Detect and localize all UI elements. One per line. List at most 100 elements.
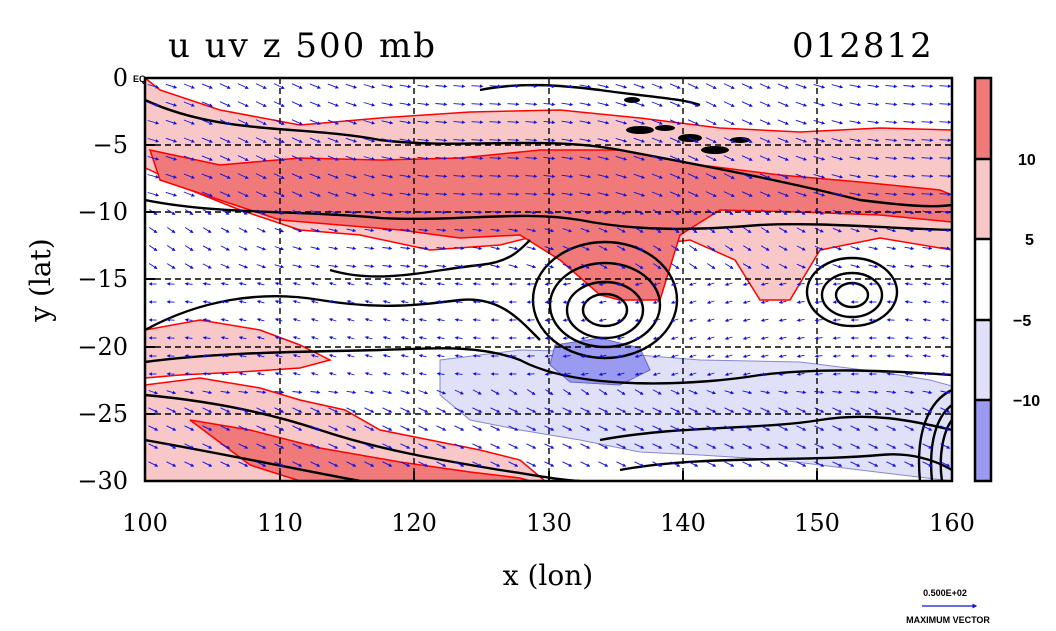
wind-vector — [598, 227, 608, 233]
wind-vector — [291, 83, 303, 89]
wind-vector — [183, 173, 195, 179]
wind-vector — [795, 83, 808, 89]
wind-vector — [327, 173, 339, 179]
wind-vector — [652, 300, 661, 304]
wind-vector — [868, 246, 879, 251]
wind-vector — [220, 282, 229, 286]
wind-vector — [580, 318, 589, 322]
wind-vector — [652, 282, 661, 286]
wind-vector — [508, 407, 519, 413]
wind-vector — [670, 209, 680, 215]
wind-vector — [201, 119, 213, 125]
x-tick-label: 150 — [794, 509, 840, 537]
contour-10 — [479, 83, 701, 107]
wind-vector — [472, 336, 481, 340]
wind-vector — [778, 282, 787, 286]
wind-vector — [256, 227, 266, 233]
wind-vector — [707, 245, 716, 252]
wind-vector — [310, 407, 321, 413]
wind-vector — [742, 390, 753, 395]
wind-vector — [688, 425, 699, 431]
wind-vector — [274, 282, 283, 286]
wind-vector — [651, 83, 663, 89]
wind-vector — [706, 300, 715, 304]
wind-vector — [345, 173, 358, 179]
wind-vector — [489, 174, 502, 178]
wind-vector — [706, 407, 717, 413]
wind-vector — [363, 102, 376, 107]
y-tick-label: −20 — [77, 333, 128, 361]
wind-vector — [796, 443, 807, 449]
wind-vector — [310, 318, 319, 322]
wind-vector — [526, 228, 537, 233]
wind-vector — [922, 336, 931, 340]
wind-vector — [940, 282, 949, 286]
wind-vector — [525, 156, 538, 160]
wind-vector — [796, 461, 807, 467]
wind-vector — [885, 156, 898, 161]
wind-vector — [849, 84, 862, 89]
y-axis-label: y (lat) — [24, 238, 57, 322]
wind-vector — [382, 354, 391, 358]
wind-vector — [831, 156, 844, 161]
wind-vector — [580, 263, 590, 269]
wind-vector — [471, 192, 484, 196]
wind-vector — [832, 264, 843, 269]
wind-vector — [165, 119, 178, 125]
wind-vector — [418, 354, 427, 358]
wind-vector — [652, 407, 663, 413]
wind-vector — [508, 443, 519, 449]
wind-vector — [760, 336, 769, 340]
wind-vector — [436, 461, 447, 467]
wind-vector — [147, 174, 160, 179]
wind-vector — [922, 372, 931, 376]
wind-vector — [921, 138, 934, 142]
wind-vector — [292, 246, 303, 251]
wind-vector — [381, 120, 394, 125]
wind-vector — [598, 300, 607, 304]
wind-vector — [184, 425, 195, 431]
wind-vector — [454, 425, 465, 431]
wind-vector — [723, 83, 735, 89]
wind-vector — [669, 155, 681, 161]
wind-vector — [652, 227, 662, 233]
wind-vector — [274, 354, 283, 358]
wind-vector — [615, 119, 628, 125]
wind-vector — [346, 336, 355, 340]
wind-vector — [597, 192, 610, 197]
wind-vector — [256, 461, 267, 467]
wind-vector — [634, 209, 644, 215]
wind-vector — [705, 155, 717, 161]
wind-vector — [670, 354, 679, 358]
wind-vector — [328, 318, 337, 322]
wind-vector — [669, 83, 681, 89]
wind-vector — [328, 425, 339, 431]
wind-vector — [580, 372, 589, 376]
wind-vector — [651, 191, 663, 197]
wind-vector — [399, 84, 412, 89]
wind-vector — [309, 191, 321, 197]
wind-vector — [147, 156, 160, 161]
wind-vector — [724, 461, 735, 467]
wind-vector — [309, 101, 321, 107]
wind-vector — [147, 138, 160, 143]
wind-vector — [796, 372, 805, 376]
wind-vector — [940, 300, 949, 304]
wind-vector — [795, 137, 808, 143]
wind-vector — [454, 282, 463, 286]
wind-vector — [472, 246, 483, 251]
wind-vector — [363, 120, 376, 125]
wind-vector — [669, 191, 681, 197]
wind-vector — [688, 443, 699, 449]
wind-vector — [903, 84, 916, 89]
wind-vector — [615, 191, 628, 197]
wind-vector — [220, 443, 231, 449]
wind-vector — [723, 137, 735, 143]
wind-vector — [327, 83, 339, 89]
wind-vector — [580, 407, 591, 413]
wind-vector — [255, 173, 267, 179]
wind-vector — [454, 264, 465, 269]
wind-vector — [238, 443, 249, 449]
wind-vector — [436, 282, 445, 286]
wind-vector — [292, 407, 303, 413]
